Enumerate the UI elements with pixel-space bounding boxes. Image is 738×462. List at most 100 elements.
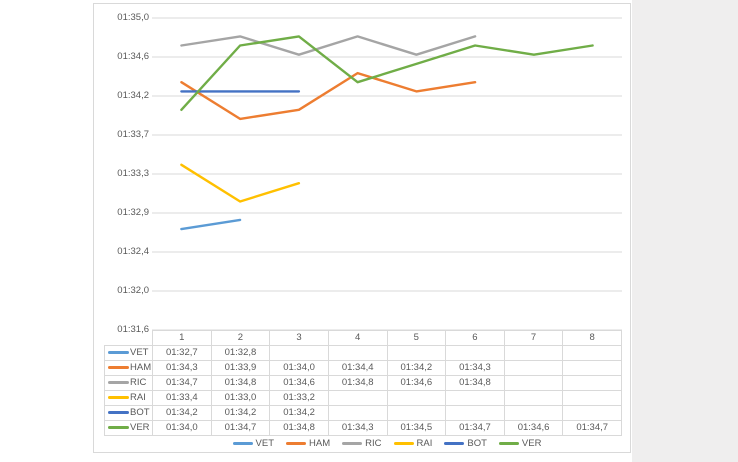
lap-time-cell: [445, 390, 505, 406]
lap-time-cell: 01:34,2: [152, 405, 212, 421]
lap-time-cell: 01:34,8: [210, 375, 271, 391]
series-line-vet: [180, 218, 242, 231]
series-row-ham: HAM 01:34,3 01:33,9 01:34,0 01:34,4 01:34,2 01…: [104, 360, 622, 376]
lap-time-cell: 01:34,6: [386, 375, 447, 391]
series-key-label: RIC: [130, 377, 147, 388]
lap-header-cell: 1: [152, 330, 212, 346]
series-key-swatch-icon: [108, 425, 129, 429]
legend-item-ham: HAM: [286, 438, 330, 449]
lap-time-cell: 01:34,3: [327, 420, 388, 436]
lap-time-cell: [562, 390, 622, 406]
lap-time-cell: 01:34,3: [445, 360, 505, 376]
lap-header-cell: 8: [562, 330, 622, 346]
lap-time-cell: 01:34,3: [152, 360, 212, 376]
y-axis-tick-label: 01:35,0: [117, 12, 149, 23]
lap-time-cell: 01:34,6: [269, 375, 329, 391]
lap-time-cell: [445, 405, 505, 421]
series-row-bot: BOT 01:34,2 01:34,2 01:34,2: [104, 405, 622, 421]
series-key-swatch-icon: [108, 395, 129, 399]
series-key-cell: BOT: [104, 405, 153, 421]
y-axis-tick-label: 01:33,3: [117, 168, 149, 179]
series-key-swatch-icon: [108, 350, 129, 354]
legend-swatch-icon: [286, 442, 307, 445]
legend-item-vet: VET: [232, 438, 275, 449]
lap-time-cell: 01:33,9: [210, 360, 271, 376]
lap-header-cell: 7: [503, 330, 564, 346]
series-key-label: HAM: [130, 362, 152, 373]
chart-legend: VET HAM RIC RAI BOT VER: [152, 436, 622, 451]
legend-label: RAI: [416, 438, 433, 449]
lap-time-cell: 01:34,5: [386, 420, 447, 436]
lap-header-cell: 3: [269, 330, 329, 346]
legend-item-ric: RIC: [342, 438, 382, 449]
lap-time-cell: [562, 360, 622, 376]
lap-time-cell: 01:34,2: [386, 360, 447, 376]
lap-time-cell: [269, 345, 329, 361]
lap-time-cell: 01:34,7: [562, 420, 622, 436]
y-axis-tick-label: 01:32,0: [117, 285, 149, 296]
series-row-vet: VET 01:32,7 01:32,8: [104, 345, 622, 361]
series-key-cell: RIC: [104, 375, 153, 391]
series-key-cell: HAM: [104, 360, 153, 376]
series-row-ver: VER 01:34,0 01:34,7 01:34,8 01:34,3 01:34,5 01…: [104, 420, 622, 436]
legend-swatch-icon: [342, 442, 363, 445]
y-axis-tick-label: 01:32,4: [117, 246, 149, 257]
lap-time-cell: [562, 375, 622, 391]
y-axis-tick-label: 01:33,7: [117, 129, 149, 140]
legend-label: VET: [255, 438, 275, 449]
series-key-label: VET: [130, 347, 149, 358]
legend-label: HAM: [309, 438, 331, 449]
y-axis-tick-label: 01:31,6: [117, 324, 149, 335]
right-background-panel: [632, 0, 738, 462]
series-key-swatch-icon: [108, 365, 129, 369]
lap-time-cell: [503, 390, 564, 406]
legend-item-rai: RAI: [393, 438, 433, 449]
legend-label: BOT: [467, 438, 487, 449]
lap-time-cell: [562, 405, 622, 421]
lap-time-cell: [503, 375, 564, 391]
y-axis-tick-label: 01:34,2: [117, 90, 149, 101]
series-row-ric: RIC 01:34,7 01:34,8 01:34,6 01:34,8 01:34,6 01…: [104, 375, 622, 391]
legend-item-bot: BOT: [444, 438, 487, 449]
lap-times-chart[interactable]: 01:35,0 01:34,6 01:34,2 01:33,7 01:33,3 01:32…: [93, 3, 631, 453]
legend-item-ver: VER: [498, 438, 542, 449]
series-key-cell: RAI: [104, 390, 153, 406]
lap-time-cell: 01:32,7: [152, 345, 212, 361]
lap-time-cell: 01:33,2: [269, 390, 329, 406]
series-line-ric: [180, 35, 477, 56]
lap-header-cell: 2: [210, 330, 271, 346]
lap-time-cell: 01:33,0: [210, 390, 271, 406]
lap-time-cell: 01:34,7: [210, 420, 271, 436]
lap-table-body: VET 01:32,7 01:32,8 HAM 01:34,3 01:33,9 01:34,…: [104, 345, 622, 436]
lap-time-cell: 01:34,4: [327, 360, 388, 376]
lap-time-cell: 01:34,0: [152, 420, 212, 436]
lap-time-cell: [562, 345, 622, 361]
table-corner-cell: [104, 330, 153, 346]
series-key-label: VER: [130, 422, 150, 433]
series-key-swatch-icon: [108, 410, 129, 414]
lap-time-cell: 01:34,7: [445, 420, 505, 436]
lap-time-cell: 01:34,8: [445, 375, 505, 391]
series-key-label: BOT: [130, 407, 150, 418]
lap-time-cell: 01:34,8: [327, 375, 388, 391]
lap-time-cell: [445, 345, 505, 361]
lap-header-cell: 5: [386, 330, 447, 346]
legend-swatch-icon: [232, 442, 253, 445]
series-row-rai: RAI 01:33,4 01:33,0 01:33,2: [104, 390, 622, 406]
lap-time-cell: 01:34,0: [269, 360, 329, 376]
series-line-rai: [180, 163, 301, 203]
legend-label: VER: [521, 438, 542, 449]
lap-time-cell: 01:34,2: [210, 405, 271, 421]
lap-header-cell: 4: [327, 330, 388, 346]
lap-time-cell: [327, 390, 388, 406]
series-key-label: RAI: [130, 392, 146, 403]
chart-plot-svg: [152, 17, 622, 331]
lap-time-cell: [386, 390, 447, 406]
series-key-cell: VET: [104, 345, 153, 361]
lap-time-cell: [503, 345, 564, 361]
lap-time-cell: [386, 405, 447, 421]
